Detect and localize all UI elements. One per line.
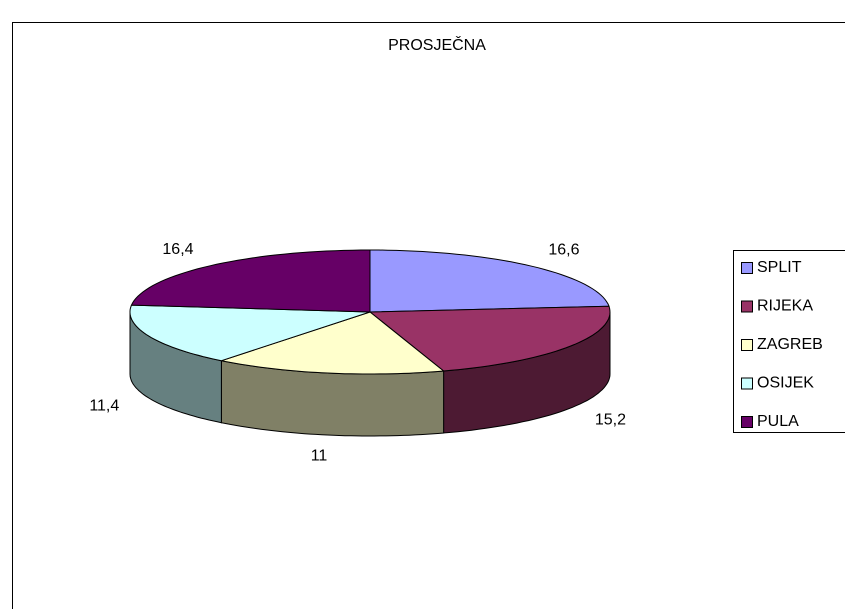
- slice: [368, 305, 611, 372]
- legend-label: ZAGREB: [757, 336, 823, 353]
- slice: [369, 249, 610, 313]
- data-label: 11,4: [89, 398, 119, 415]
- slice: [130, 249, 371, 313]
- slice: [219, 311, 445, 375]
- data-label: 16,6: [548, 241, 579, 258]
- legend-swatch: [741, 300, 753, 313]
- legend-label: RIJEKA: [757, 298, 813, 315]
- chart-title: PROSJEČNA: [388, 35, 486, 54]
- legend-swatch: [741, 416, 753, 428]
- legend-label: PULA: [757, 413, 799, 430]
- data-label: 16,4: [162, 241, 193, 258]
- data-label: 15,2: [595, 411, 626, 428]
- legend-swatch: [741, 262, 753, 274]
- legend-label: SPLIT: [757, 259, 802, 276]
- legend-swatch: [741, 339, 753, 351]
- data-label: 11: [311, 448, 328, 465]
- legend-swatch: [741, 377, 753, 390]
- slice: [129, 304, 371, 362]
- legend-label: OSIJEK: [757, 375, 814, 392]
